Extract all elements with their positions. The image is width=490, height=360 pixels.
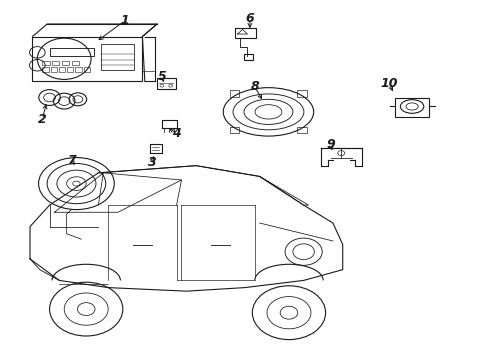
Bar xyxy=(42,67,49,72)
Text: 7: 7 xyxy=(67,154,76,167)
Text: 1: 1 xyxy=(121,14,130,27)
Text: 9: 9 xyxy=(326,138,335,150)
Bar xyxy=(297,127,307,133)
Bar xyxy=(62,61,69,65)
Bar xyxy=(235,28,256,39)
Text: 8: 8 xyxy=(250,80,259,93)
Text: 4: 4 xyxy=(172,127,181,140)
Bar xyxy=(84,67,90,72)
Bar xyxy=(230,90,240,97)
Bar xyxy=(67,67,74,72)
Bar xyxy=(50,67,57,72)
Bar xyxy=(49,48,94,56)
Bar xyxy=(244,54,253,60)
Text: 5: 5 xyxy=(158,69,166,82)
Text: 6: 6 xyxy=(245,12,254,25)
Bar xyxy=(297,90,307,97)
Bar xyxy=(395,98,429,117)
Bar xyxy=(157,78,175,89)
Text: 2: 2 xyxy=(38,113,47,126)
Bar xyxy=(52,61,59,65)
Bar xyxy=(230,127,240,133)
Bar xyxy=(32,37,143,81)
Bar xyxy=(59,67,65,72)
Text: 10: 10 xyxy=(380,77,398,90)
Bar xyxy=(72,61,79,65)
Bar xyxy=(75,67,82,72)
Bar xyxy=(42,61,49,65)
Bar xyxy=(101,44,134,69)
Text: 3: 3 xyxy=(148,156,156,168)
